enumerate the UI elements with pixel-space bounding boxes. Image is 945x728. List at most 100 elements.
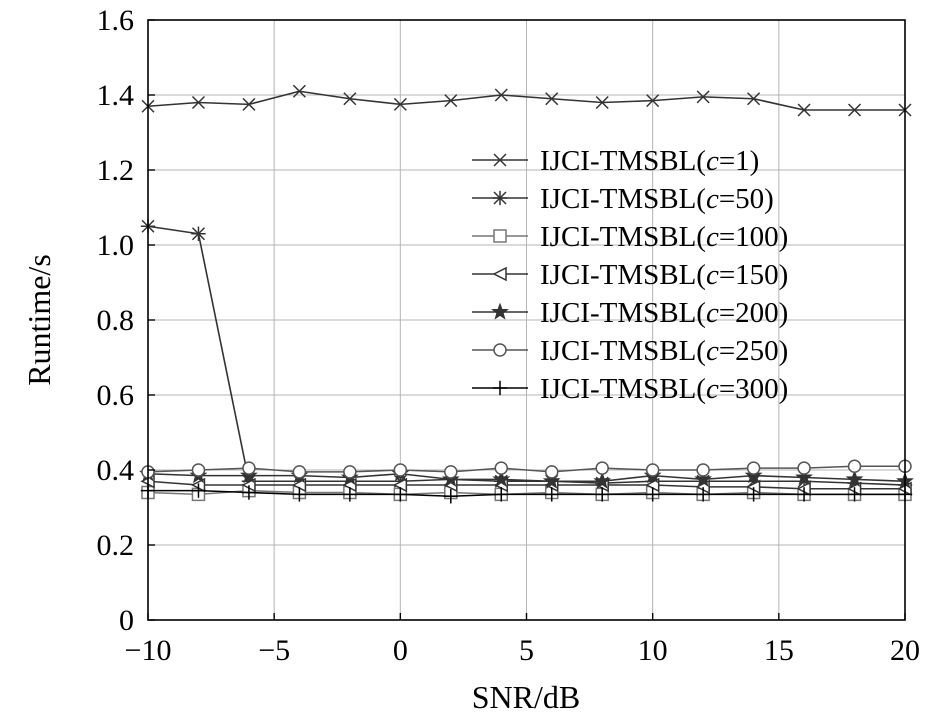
data-point	[191, 226, 206, 241]
y-axis: 0 0.2 0.4 0.6 0.8 1.0 1.2 1.4 1.6	[97, 4, 155, 637]
data-point	[744, 466, 763, 484]
series-line	[147, 489, 905, 496]
data-point	[848, 103, 862, 117]
y-tick-label: 1.4	[97, 79, 135, 112]
data-point	[595, 487, 610, 502]
legend-label: IJCI-TMSBL(c=300)	[540, 373, 788, 405]
data-point	[746, 461, 761, 475]
data-point	[847, 459, 862, 473]
y-tick-label: 0.8	[97, 304, 135, 337]
data-point	[542, 471, 561, 489]
data-point	[191, 95, 205, 110]
data-point	[645, 463, 660, 477]
data-point	[292, 84, 306, 98]
data-point	[443, 489, 458, 504]
data-point	[242, 97, 256, 111]
data-point	[595, 461, 609, 475]
data-point	[393, 97, 407, 111]
data-point	[595, 95, 609, 110]
data-point	[845, 470, 864, 487]
x-tick-label: −10	[125, 634, 172, 667]
data-point	[544, 487, 559, 502]
data-point	[494, 88, 508, 102]
data-point	[696, 463, 710, 477]
data-point	[797, 103, 811, 117]
data-point	[393, 463, 408, 477]
data-point	[393, 487, 408, 502]
x-tick-label: 5	[519, 634, 534, 667]
data-point	[492, 380, 508, 396]
y-tick-label: 1.0	[97, 229, 135, 262]
data-point	[797, 461, 811, 475]
data-point	[645, 487, 660, 502]
data-point	[342, 487, 358, 502]
legend-label: IJCI-TMSBL(c=1)	[540, 145, 759, 177]
x-tick-label: 10	[638, 634, 668, 667]
y-tick-label: 0.6	[97, 379, 135, 412]
data-point	[493, 343, 507, 357]
legend-label: IJCI-TMSBL(c=50)	[540, 183, 774, 215]
x-axis: −10 −5 0 5 10 15 20	[125, 613, 920, 667]
series-line	[147, 90, 905, 111]
data-point	[493, 229, 507, 243]
legend-entry: IJCI-TMSBL(c=150)	[472, 259, 788, 291]
data-point	[746, 487, 761, 502]
legend-entry: IJCI-TMSBL(c=1)	[472, 145, 759, 177]
data-point	[292, 487, 307, 502]
x-tick-label: 15	[764, 634, 794, 667]
y-tick-label: 1.2	[97, 154, 135, 187]
data-point	[494, 461, 509, 475]
data-point	[545, 92, 559, 106]
legend-label: IJCI-TMSBL(c=250)	[540, 335, 788, 367]
data-point	[544, 465, 559, 479]
grid	[148, 20, 905, 620]
data-point	[242, 461, 256, 475]
data-point	[696, 90, 710, 104]
series-line	[147, 472, 906, 483]
legend-entry: IJCI-TMSBL(c=200)	[472, 297, 788, 329]
y-tick-label: 0.4	[97, 454, 135, 487]
data-point	[292, 465, 307, 479]
data-point	[444, 465, 458, 479]
data-point	[795, 468, 813, 486]
legend-label: IJCI-TMSBL(c=200)	[540, 297, 788, 329]
legend-label: IJCI-TMSBL(c=100)	[540, 221, 788, 253]
series-6	[141, 459, 912, 479]
y-axis-label: Runtime/s	[21, 254, 57, 386]
legend: IJCI-TMSBL(c=1) IJCI-TMSBL(c=50) IJCI-TMSB…	[472, 145, 788, 405]
data-point	[847, 487, 862, 502]
data-point	[240, 466, 258, 484]
data-point	[441, 470, 460, 487]
data-point	[593, 471, 612, 489]
data-point	[494, 487, 509, 502]
data-point	[492, 266, 507, 282]
data-point	[694, 470, 713, 487]
data-point	[695, 487, 711, 502]
legend-label: IJCI-TMSBL(c=150)	[540, 259, 788, 291]
legend-entry: IJCI-TMSBL(c=250)	[472, 335, 788, 367]
data-point	[646, 94, 660, 108]
data-point	[191, 463, 206, 477]
y-tick-label: 1.6	[97, 4, 135, 37]
series-line	[147, 465, 905, 473]
legend-entry: IJCI-TMSBL(c=100)	[472, 221, 788, 253]
series-line	[148, 489, 905, 498]
series-line	[147, 225, 906, 486]
legend-entry: IJCI-TMSBL(c=50)	[472, 183, 774, 215]
data-point	[491, 302, 509, 320]
x-tick-label: 0	[393, 634, 408, 667]
x-tick-label: −5	[258, 634, 290, 667]
series-line	[147, 480, 905, 490]
data-point	[796, 487, 812, 502]
x-tick-label: 20	[890, 634, 920, 667]
plot-area	[139, 84, 914, 504]
data-point	[191, 483, 206, 498]
data-point	[492, 190, 508, 206]
data-point	[747, 92, 761, 106]
data-point	[241, 485, 257, 500]
y-tick-label: 0.2	[97, 529, 135, 562]
data-point	[343, 92, 357, 106]
data-point	[343, 465, 357, 479]
y-tick-label: 0	[119, 604, 134, 637]
